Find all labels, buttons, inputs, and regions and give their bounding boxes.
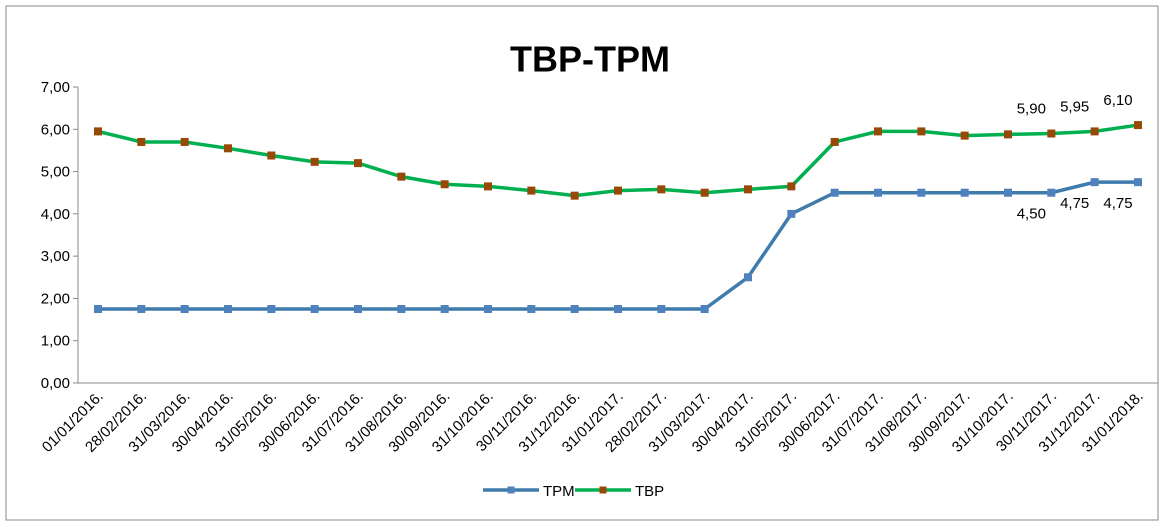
point-marker xyxy=(570,191,579,200)
point-marker xyxy=(700,188,709,197)
point-marker xyxy=(1090,178,1099,187)
point-marker xyxy=(744,185,752,194)
point-marker xyxy=(917,188,926,197)
y-tick-label: 5,00 xyxy=(41,164,70,181)
point-marker xyxy=(614,186,622,195)
legend-marker xyxy=(507,486,515,494)
point-marker xyxy=(614,305,622,313)
point-marker xyxy=(1047,188,1056,197)
y-tick-label: 4,00 xyxy=(41,206,70,223)
point-marker xyxy=(440,180,449,189)
point-marker xyxy=(787,182,796,191)
point-marker xyxy=(310,305,319,313)
point-marker xyxy=(354,305,362,313)
point-marker xyxy=(1004,188,1012,197)
y-tick-label: 7,00 xyxy=(41,79,70,96)
point-marker xyxy=(397,305,406,313)
data-label: 5,90 xyxy=(1017,101,1046,118)
point-marker xyxy=(960,188,969,197)
data-label: 5,95 xyxy=(1060,98,1089,115)
point-marker xyxy=(484,305,492,313)
point-marker xyxy=(874,188,882,197)
point-marker xyxy=(744,273,752,282)
point-marker xyxy=(94,127,102,136)
point-marker xyxy=(137,305,146,313)
point-marker xyxy=(484,182,492,191)
point-marker xyxy=(570,305,579,313)
point-marker xyxy=(917,127,926,136)
point-marker xyxy=(180,305,189,313)
point-marker xyxy=(137,137,146,146)
point-marker xyxy=(787,209,796,218)
point-marker xyxy=(94,305,102,313)
y-tick-label: 3,00 xyxy=(41,248,70,265)
point-marker xyxy=(180,137,189,146)
point-marker xyxy=(397,172,406,181)
data-label: 4,75 xyxy=(1103,195,1132,212)
point-marker xyxy=(830,188,839,197)
point-marker xyxy=(527,186,536,195)
point-marker xyxy=(224,144,232,153)
point-marker xyxy=(830,137,839,146)
legend-label: TPM xyxy=(543,483,575,500)
point-marker xyxy=(527,305,536,313)
point-marker xyxy=(310,157,319,166)
data-label: 6,10 xyxy=(1103,92,1132,109)
point-marker xyxy=(224,305,232,313)
point-marker xyxy=(960,131,969,140)
chart-title: TBP-TPM xyxy=(510,39,670,80)
y-tick-label: 2,00 xyxy=(41,290,70,307)
point-marker xyxy=(440,305,449,313)
y-tick-label: 0,00 xyxy=(41,375,70,392)
legend-label: TBP xyxy=(635,483,664,500)
point-marker xyxy=(657,185,666,194)
chart-frame xyxy=(5,5,1159,521)
point-marker xyxy=(700,305,709,313)
point-marker xyxy=(1004,130,1012,139)
point-marker xyxy=(354,159,362,168)
data-label: 4,75 xyxy=(1060,195,1089,212)
y-tick-label: 1,00 xyxy=(41,333,70,350)
legend-marker xyxy=(599,486,607,494)
point-marker xyxy=(267,151,276,160)
point-marker xyxy=(874,127,882,136)
point-marker xyxy=(657,305,666,313)
point-marker xyxy=(267,305,276,313)
y-tick-label: 6,00 xyxy=(41,121,70,138)
point-marker xyxy=(1134,121,1142,130)
point-marker xyxy=(1134,178,1142,187)
data-label: 4,50 xyxy=(1017,206,1046,223)
point-marker xyxy=(1047,129,1056,138)
point-marker xyxy=(1090,127,1099,136)
